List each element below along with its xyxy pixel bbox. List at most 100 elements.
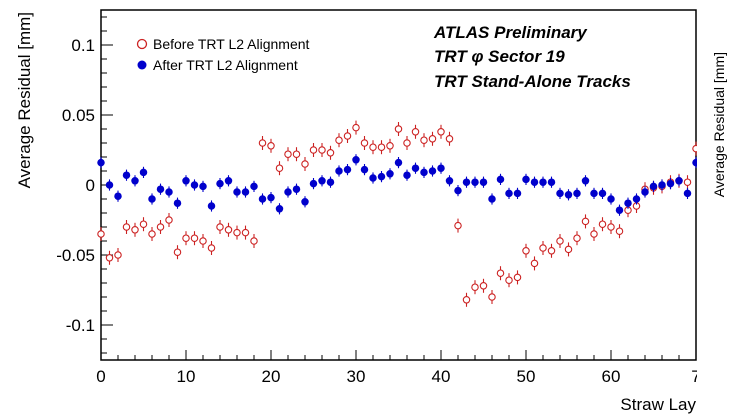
point-after — [301, 198, 309, 206]
point-before — [488, 293, 496, 301]
point-after — [122, 171, 131, 179]
point-after — [615, 206, 624, 214]
point-before — [148, 230, 156, 238]
legend-label-after: After TRT L2 Alignment — [153, 57, 298, 73]
point-after — [411, 164, 420, 172]
legend-marker-after — [137, 60, 147, 70]
point-before — [301, 160, 309, 168]
point-after — [590, 189, 598, 198]
point-after — [496, 175, 505, 184]
point-after — [352, 156, 360, 164]
point-before — [496, 269, 505, 277]
x-tick-label: 0 — [96, 367, 105, 386]
point-before — [437, 128, 445, 136]
series-after — [97, 154, 700, 216]
point-after — [479, 178, 488, 186]
y-tick-label: -0.05 — [56, 246, 95, 265]
point-before — [352, 123, 360, 132]
point-before — [411, 128, 420, 136]
point-after — [292, 185, 301, 193]
point-before — [471, 283, 479, 291]
point-before — [539, 244, 547, 252]
point-after — [488, 195, 496, 203]
point-before — [513, 273, 522, 282]
point-before — [207, 244, 216, 252]
point-after — [564, 191, 573, 199]
point-before — [233, 228, 241, 237]
point-after — [224, 177, 233, 185]
point-after — [335, 167, 343, 175]
point-before — [598, 220, 607, 228]
point-before — [105, 254, 114, 262]
point-after — [250, 182, 258, 191]
point-before — [250, 237, 258, 245]
point-before — [318, 146, 326, 154]
point-before — [284, 150, 292, 158]
point-after — [445, 177, 454, 185]
point-before — [131, 226, 139, 234]
right-clipped-axis-title: Average Residual [mm] — [711, 52, 727, 197]
point-before — [581, 217, 590, 226]
point-before — [505, 276, 513, 284]
point-after — [505, 189, 513, 198]
point-before — [573, 234, 581, 242]
point-after — [233, 188, 241, 196]
point-after — [326, 178, 335, 186]
point-after — [377, 172, 386, 181]
point-before — [462, 296, 471, 304]
point-before — [122, 223, 131, 231]
point-after — [156, 185, 165, 193]
point-after — [369, 174, 377, 182]
point-before — [165, 216, 173, 224]
point-after — [573, 189, 581, 198]
point-after — [97, 158, 105, 167]
point-after — [386, 170, 394, 178]
point-before — [420, 136, 428, 144]
point-before — [326, 149, 335, 157]
point-before — [394, 125, 403, 133]
point-after — [309, 179, 318, 188]
point-before — [267, 142, 275, 150]
point-before — [428, 135, 437, 143]
point-before — [241, 228, 250, 237]
point-before — [369, 143, 377, 151]
point-before — [386, 142, 394, 150]
point-after — [182, 177, 190, 185]
series-before — [97, 120, 700, 307]
point-before — [564, 245, 573, 254]
point-after — [556, 189, 564, 198]
point-before — [547, 247, 556, 255]
y-tick-label: 0 — [86, 176, 95, 195]
x-tick-label: 7 — [691, 367, 700, 386]
point-after — [607, 195, 615, 203]
x-tick-label: 60 — [602, 367, 621, 386]
point-after — [284, 188, 292, 196]
point-after — [360, 165, 369, 174]
point-after — [454, 186, 462, 195]
point-after — [513, 189, 522, 198]
point-after — [428, 167, 437, 175]
point-before — [403, 139, 411, 147]
point-before — [522, 247, 530, 255]
axes-layer: 0 10 20 30 40 50 60 7 -0.1 -0.05 0 0.05 0.1 — [56, 16, 701, 386]
point-before — [173, 248, 182, 256]
point-before — [377, 143, 386, 151]
point-before — [258, 139, 267, 147]
point-before — [309, 146, 318, 154]
atlas-annotations: ATLAS Preliminary TRT φ Sector 19 TRT St… — [433, 23, 631, 91]
point-before — [556, 237, 564, 245]
point-after — [131, 177, 139, 185]
annotation-standalone-tracks: TRT Stand-Alone Tracks — [434, 72, 631, 91]
point-after — [394, 158, 403, 167]
point-after — [581, 177, 590, 185]
point-after — [199, 182, 207, 191]
point-before — [530, 259, 539, 268]
x-tick-label: 40 — [432, 367, 451, 386]
x-tick-label: 50 — [517, 367, 536, 386]
point-before — [97, 230, 105, 238]
x-axis-title: Straw Lay — [620, 395, 696, 414]
point-before — [360, 139, 369, 147]
point-after — [165, 188, 173, 196]
point-before — [590, 230, 598, 238]
